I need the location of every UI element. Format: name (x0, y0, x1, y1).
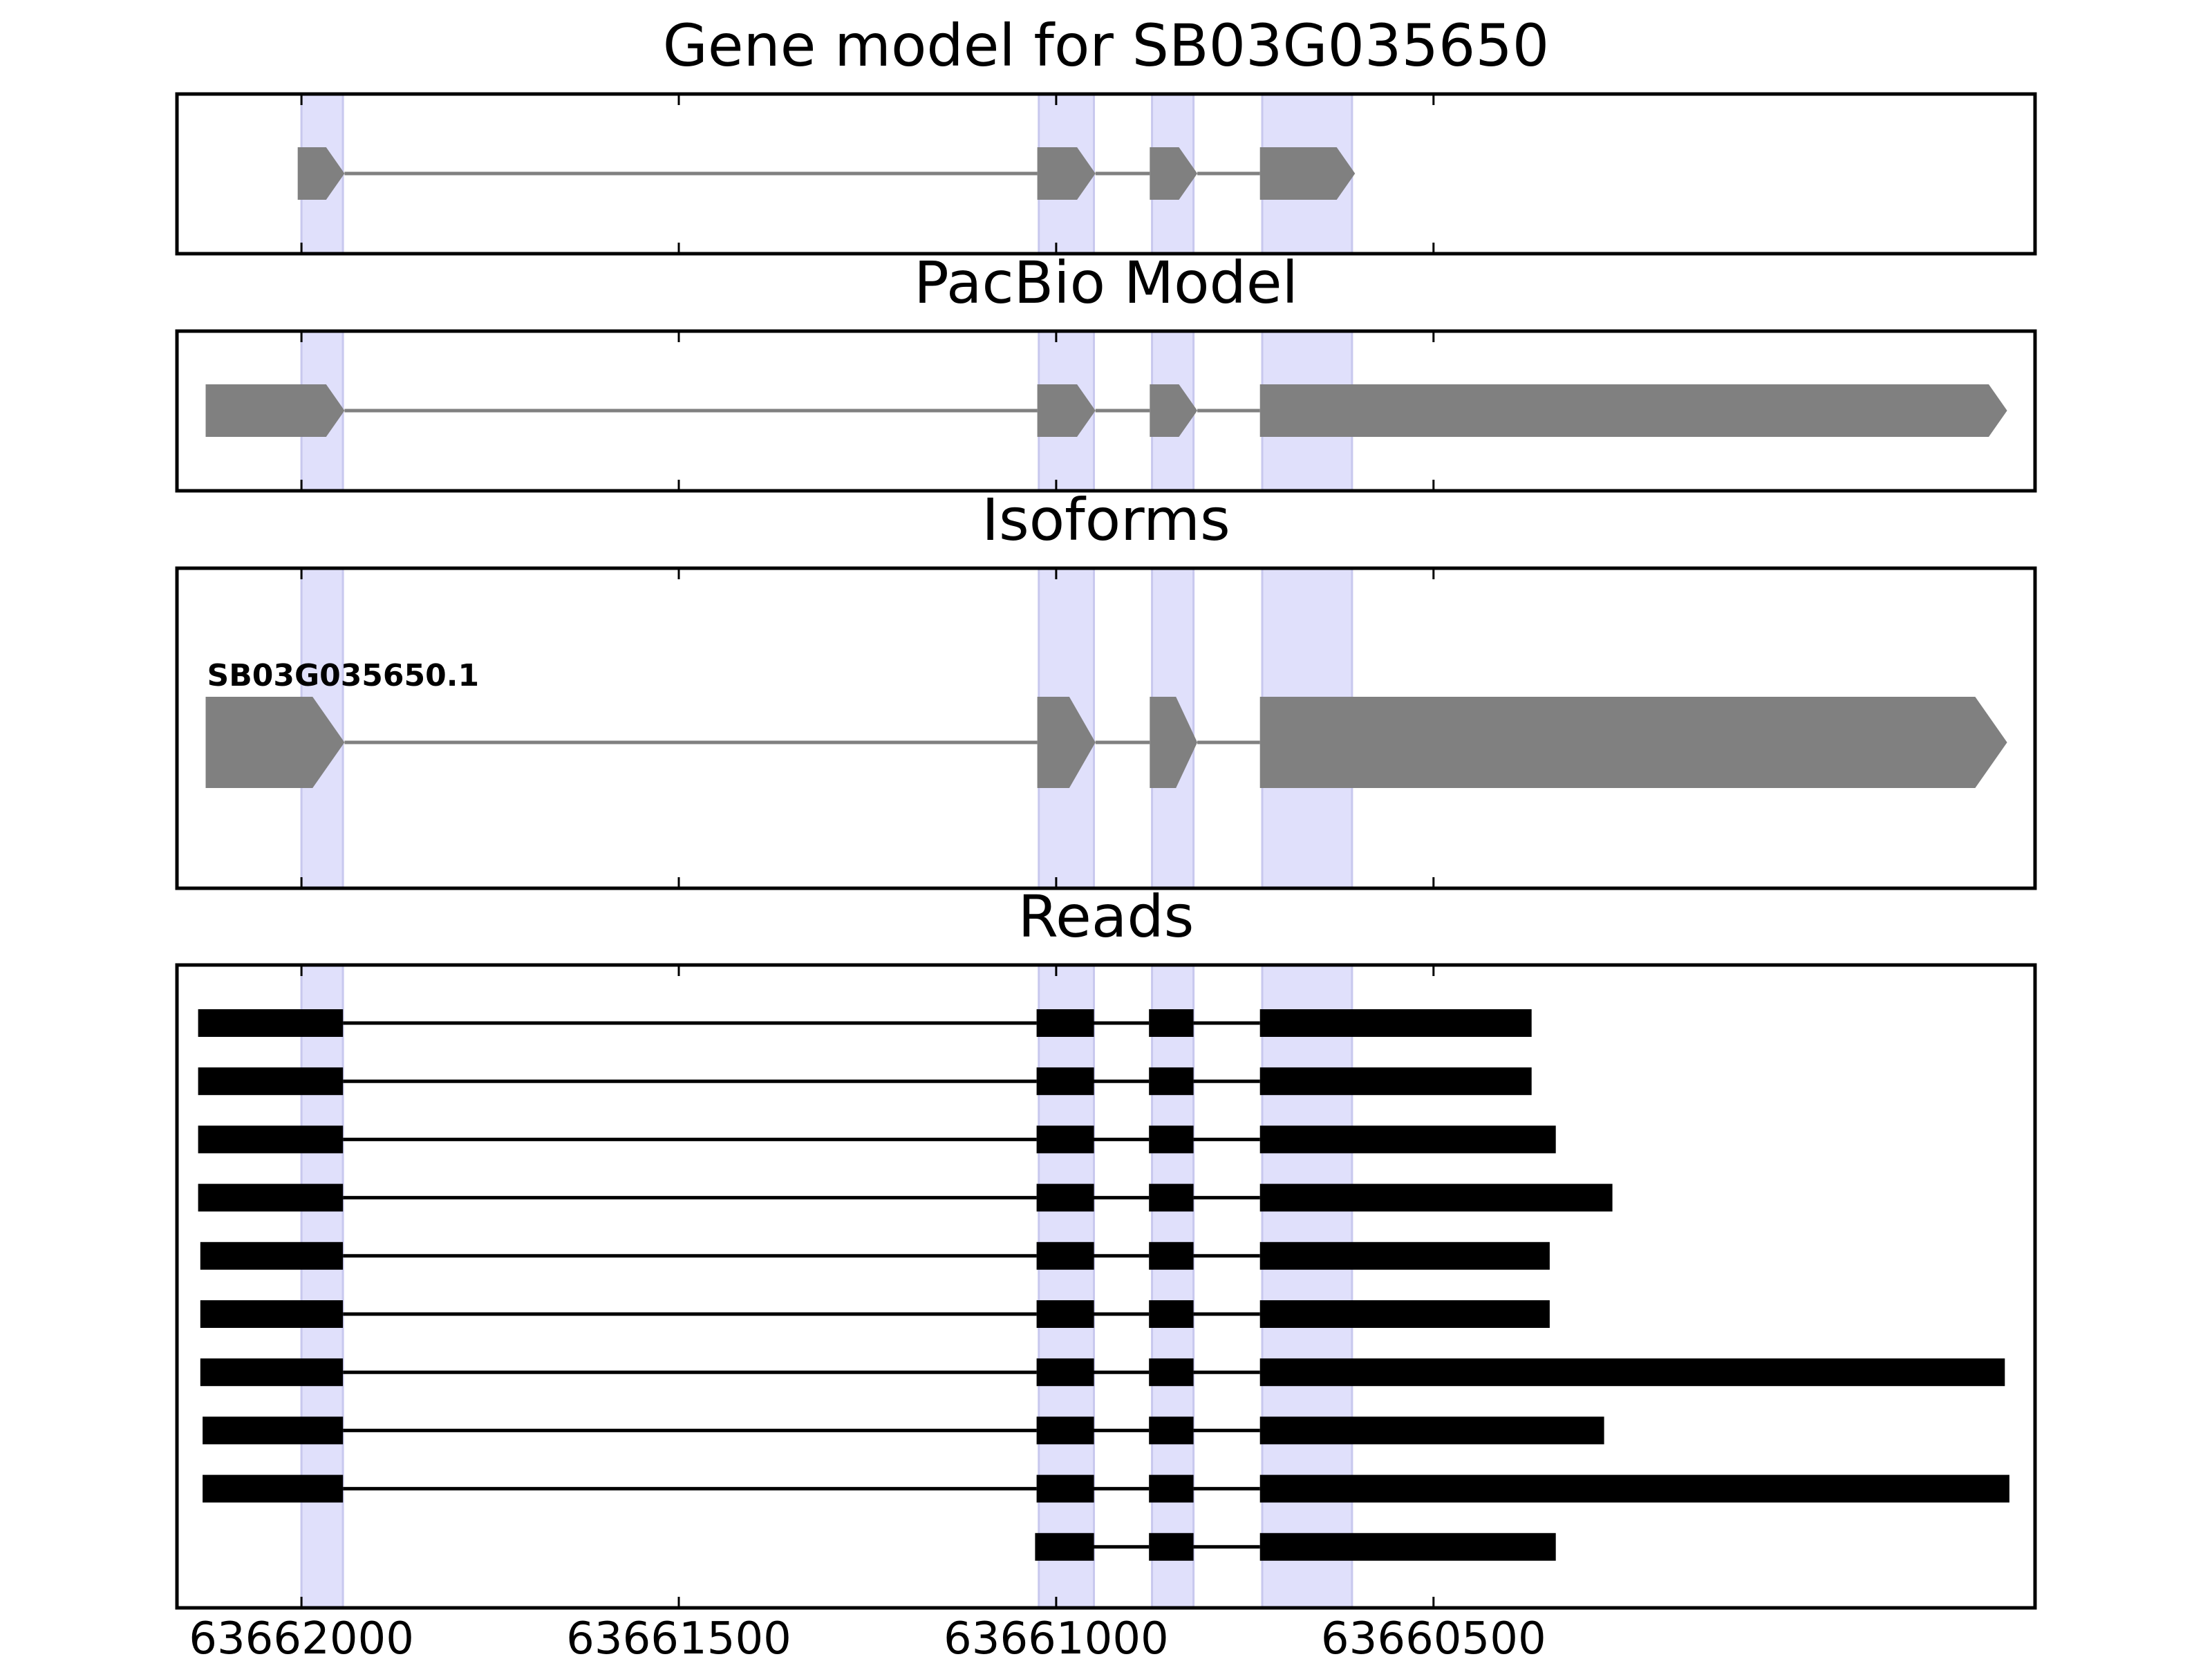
exon-block (1259, 147, 1356, 200)
read-exon-block (1036, 1183, 1094, 1212)
read-exon-block (200, 1358, 344, 1387)
read-exon-block (1149, 1067, 1194, 1096)
pacbio-model-panel: PacBio Model (175, 249, 2037, 493)
highlight-region-3 (1261, 964, 1353, 1609)
highlight-region-2 (1151, 964, 1195, 1609)
read-exon-block (198, 1183, 344, 1212)
read-exon-block (198, 1125, 344, 1154)
read-exon-block (1259, 1300, 1550, 1328)
exon-block (1259, 384, 2007, 437)
read-exon-block (1036, 1300, 1094, 1328)
read-exon-block (200, 1300, 344, 1328)
exon-block (205, 384, 345, 437)
read-exon-block (1036, 1125, 1094, 1154)
read-exon-block (1149, 1183, 1194, 1212)
read-exon-block (1149, 1241, 1194, 1270)
isoform-label: SB03G035650.1 (207, 658, 480, 693)
read-exon-block (1259, 1358, 2005, 1387)
x-tick-label: 63660500 (1321, 1613, 1546, 1659)
highlight-region-0 (300, 964, 344, 1609)
read-exon-block (1149, 1125, 1194, 1154)
read-row (203, 1474, 2009, 1503)
panel-frame (175, 963, 2037, 1610)
read-exon-block (1036, 1009, 1094, 1037)
read-exon-block (1149, 1300, 1194, 1328)
panel-frame (175, 566, 2037, 890)
x-tick-label: 63662000 (189, 1613, 414, 1659)
read-exon-block (1149, 1474, 1194, 1503)
read-exon-block (1036, 1358, 1094, 1387)
read-exon-block (200, 1241, 344, 1270)
exon-block (205, 697, 345, 788)
read-exon-block (1259, 1183, 1613, 1212)
read-row (1035, 1533, 1556, 1561)
reads-title: Reads (1018, 883, 1194, 950)
reads-panel: Reads (175, 883, 2037, 1610)
read-exon-block (203, 1416, 344, 1445)
read-row (200, 1300, 1550, 1328)
read-exon-block (1149, 1416, 1194, 1445)
gene-model-title: Gene model for SB03G035650 (663, 12, 1549, 79)
read-row (200, 1358, 2005, 1387)
exon-block (1037, 384, 1096, 437)
highlight-region-1 (1038, 964, 1096, 1609)
panel-frame (175, 329, 2037, 493)
exon-block (1150, 697, 1198, 788)
read-row (200, 1241, 1550, 1270)
exon-block (297, 147, 345, 200)
read-exon-block (1259, 1241, 1550, 1270)
read-exon-block (1149, 1358, 1194, 1387)
exon-block (1259, 697, 2007, 788)
read-exon-block (1259, 1009, 1532, 1037)
read-exon-block (1149, 1533, 1194, 1561)
read-exon-block (1149, 1009, 1194, 1037)
read-row (203, 1416, 1604, 1445)
read-exon-block (1036, 1416, 1094, 1445)
exon-block (1037, 697, 1096, 788)
read-exon-block (198, 1009, 344, 1037)
read-exon-block (198, 1067, 344, 1096)
panel-frame (175, 92, 2037, 256)
exon-block (1037, 147, 1096, 200)
read-exon-block (1036, 1067, 1094, 1096)
read-exon-block (1259, 1067, 1532, 1096)
x-tick-label: 63661000 (944, 1613, 1169, 1659)
read-row (198, 1009, 1532, 1037)
isoforms-panel: Isoforms SB03G035650.1 (175, 486, 2037, 890)
x-tick-label: 63661500 (566, 1613, 791, 1659)
isoforms-title: Isoforms (982, 486, 1230, 554)
read-exon-block (1035, 1533, 1094, 1561)
read-exon-block (1036, 1474, 1094, 1503)
exon-block (1150, 147, 1198, 200)
pacbio-model-title: PacBio Model (914, 249, 1298, 317)
exon-block (1150, 384, 1198, 437)
read-row (198, 1125, 1556, 1154)
read-exon-block (1259, 1125, 1556, 1154)
read-exon-block (1259, 1416, 1604, 1445)
read-row (198, 1067, 1532, 1096)
gene-model-panel: Gene model for SB03G035650 (175, 12, 2037, 256)
x-axis-tick-labels: 63662000 63661500 63661000 63660500 (189, 1613, 1546, 1659)
read-exon-block (203, 1474, 344, 1503)
read-exon-block (1259, 1533, 1556, 1561)
read-exon-block (1036, 1241, 1094, 1270)
read-exon-block (1259, 1474, 2009, 1503)
read-row (198, 1183, 1613, 1212)
